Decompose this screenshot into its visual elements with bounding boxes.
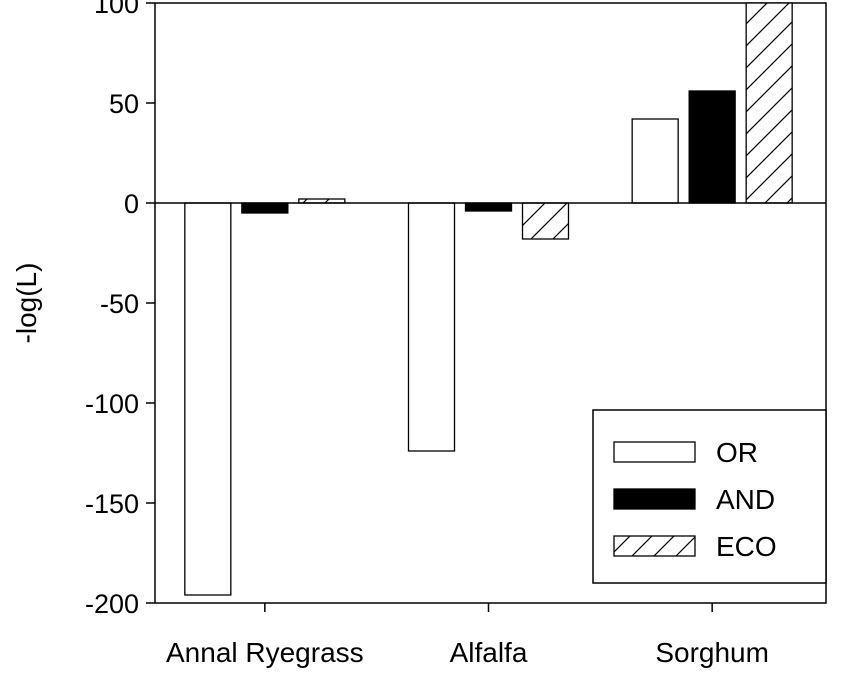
- x-tick-label: Alfalfa: [450, 637, 528, 668]
- bar-or: [631, 118, 679, 204]
- bar-eco: [521, 202, 570, 240]
- y-tick-label: -100: [85, 389, 139, 419]
- legend-label-and: AND: [716, 484, 775, 515]
- y-tick-label: -200: [85, 589, 139, 619]
- x-tick-label: Annal Ryegrass: [166, 637, 364, 668]
- legend-label-eco: ECO: [716, 531, 777, 562]
- bar-eco: [745, 2, 793, 204]
- bar-and: [688, 90, 736, 204]
- y-axis: 100 50 0 -50 -100 -150 -200: [85, 0, 155, 619]
- y-tick-label: -50: [100, 289, 139, 319]
- y-tick-label: 50: [109, 89, 139, 119]
- y-tick-label: -150: [85, 489, 139, 519]
- bars: [184, 2, 793, 596]
- bar-and: [464, 202, 513, 212]
- legend: OR AND ECO: [592, 409, 827, 584]
- bar-or: [407, 202, 456, 452]
- legend-label-or: OR: [716, 437, 758, 468]
- y-tick-label: 0: [124, 189, 139, 219]
- legend-swatch-and: [613, 488, 696, 510]
- bar-or: [184, 202, 232, 596]
- y-tick-label: 100: [94, 0, 139, 19]
- legend-swatch-or: [613, 441, 696, 463]
- y-axis-label: -log(L): [11, 263, 42, 344]
- legend-swatch-eco: [613, 535, 696, 557]
- x-tick-label: Sorghum: [655, 637, 769, 668]
- x-axis: Annal Ryegrass Alfalfa Sorghum: [166, 603, 769, 668]
- bar-and: [241, 202, 289, 214]
